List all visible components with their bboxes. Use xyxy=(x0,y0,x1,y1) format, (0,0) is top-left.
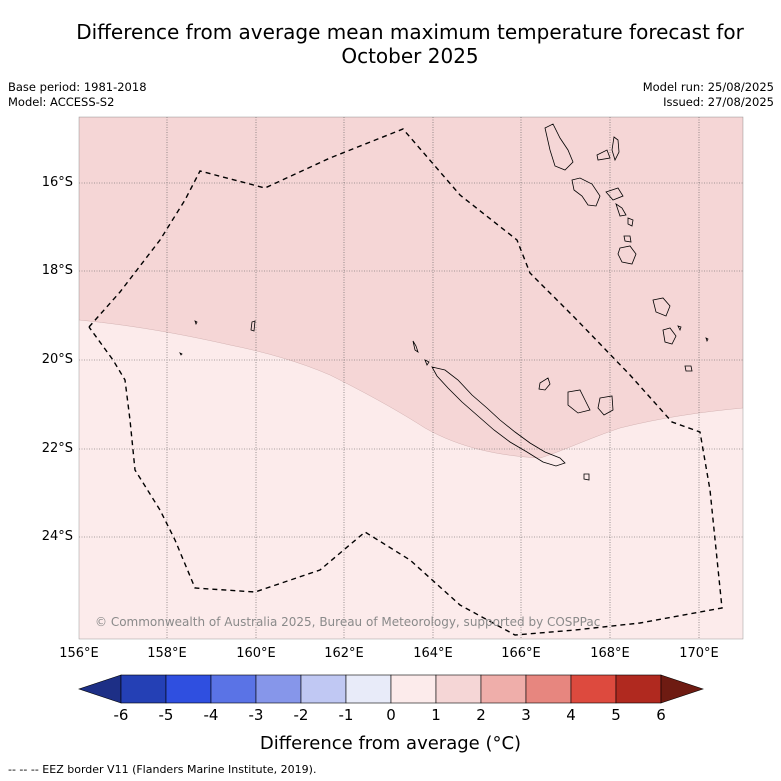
chart-title-line2: October 2025 xyxy=(341,44,479,68)
copyright-notice: © Commonwealth of Australia 2025, Bureau… xyxy=(95,615,600,629)
colorbar-tick: 5 xyxy=(611,706,621,724)
lat-label-22s: 22°S xyxy=(41,441,73,456)
lon-label-166e: 166°E xyxy=(501,646,541,661)
colorbar-swatch xyxy=(300,674,347,704)
colorbar-tick: 2 xyxy=(476,706,486,724)
colorbar-swatch xyxy=(255,674,302,704)
colorbar-tick: -6 xyxy=(113,706,129,724)
colorbar-swatch xyxy=(480,674,527,704)
meta-right: Model run: 25/08/2025 Issued: 27/08/2025 xyxy=(643,80,774,110)
colorbar-swatch xyxy=(435,674,482,704)
lon-label-162e: 162°E xyxy=(324,646,364,661)
loyalty-islands xyxy=(538,377,614,481)
colorbar-label: Difference from average (°C) xyxy=(259,733,522,754)
colorbar-tick: 0 xyxy=(386,706,396,724)
lon-label-168e: 168°E xyxy=(590,646,630,661)
colorbar-swatch xyxy=(120,674,167,704)
base-period: Base period: 1981-2018 xyxy=(8,80,147,94)
colorbar-tick: -1 xyxy=(338,706,354,724)
lon-label-158e: 158°E xyxy=(147,646,187,661)
colorbar-swatch xyxy=(210,674,257,704)
issued-date: Issued: 27/08/2025 xyxy=(663,95,774,109)
colorbar-tick: -3 xyxy=(248,706,264,724)
model-run: Model run: 25/08/2025 xyxy=(642,80,774,94)
eez-footnote: -- -- -- EEZ border V11 (Flanders Marine… xyxy=(8,763,317,776)
colorbar-tick: 6 xyxy=(656,706,666,724)
lon-label-164e: 164°E xyxy=(413,646,453,661)
chart-title-line1: Difference from average mean maximum tem… xyxy=(76,20,744,44)
colorbar-swatch xyxy=(165,674,212,704)
meta-left: Base period: 1981-2018 Model: ACCESS-S2 xyxy=(8,80,147,110)
colorbar-tick: 1 xyxy=(431,706,441,724)
lat-label-24s: 24°S xyxy=(41,529,73,544)
colorbar-tick: -5 xyxy=(158,706,174,724)
map-frame xyxy=(78,116,744,640)
anomaly-region-1-2 xyxy=(79,117,743,459)
colorbar-tick: 4 xyxy=(566,706,576,724)
lon-label-170e: 170°E xyxy=(679,646,719,661)
colorbar-swatch xyxy=(525,674,572,704)
colorbar-swatch xyxy=(390,674,437,704)
lat-label-16s: 16°S xyxy=(41,175,73,190)
lon-label-160e: 160°E xyxy=(236,646,276,661)
new-caledonia-island xyxy=(412,340,566,467)
colorbar-swatch xyxy=(615,674,662,704)
colorbar-extend-low xyxy=(78,674,122,704)
colorbar-extend-high xyxy=(660,674,704,704)
graticule xyxy=(79,117,743,639)
map-area xyxy=(79,117,743,639)
eez-border xyxy=(88,128,723,636)
vanuatu-islands xyxy=(179,123,709,372)
lat-label-18s: 18°S xyxy=(41,263,73,278)
colorbar-tick: -4 xyxy=(203,706,219,724)
colorbar-tick: -2 xyxy=(293,706,309,724)
colorbar-tick: 3 xyxy=(521,706,531,724)
lon-label-156e: 156°E xyxy=(59,646,99,661)
lat-label-20s: 20°S xyxy=(41,352,73,367)
colorbar xyxy=(78,674,704,704)
colorbar-swatch xyxy=(570,674,617,704)
model-name: Model: ACCESS-S2 xyxy=(8,95,115,109)
colorbar-swatch xyxy=(345,674,392,704)
